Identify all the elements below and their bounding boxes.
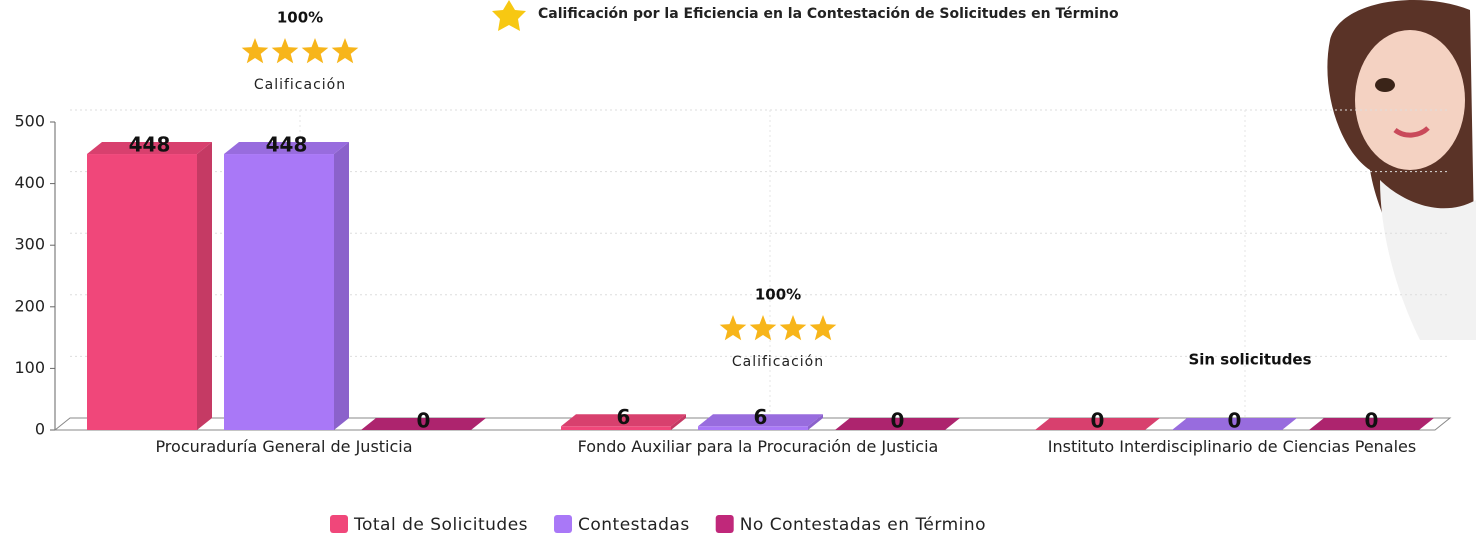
star (302, 38, 329, 63)
value-label: 448 (129, 133, 171, 157)
rating-label: Calificación (254, 77, 346, 93)
x-tick-label: Fondo Auxiliar para la Procuración de Ju… (538, 438, 978, 456)
y-tick-label: 200 (14, 296, 45, 315)
rating-percent: 100% (277, 9, 323, 27)
rating-text: Sin solicitudes (1188, 351, 1311, 369)
bar (224, 154, 334, 430)
value-label: 0 (1228, 409, 1242, 433)
value-label: 0 (1091, 409, 1105, 433)
title-star (492, 0, 526, 31)
star (720, 315, 747, 340)
star (332, 38, 359, 63)
page: Calificación por la Eficiencia en la Con… (0, 0, 1476, 535)
legend-label: Total de Solicitudes (353, 515, 528, 535)
rating-percent: 100% (755, 286, 801, 304)
value-label: 0 (1365, 409, 1379, 433)
y-tick-label: 300 (14, 235, 45, 254)
value-label: 0 (417, 409, 431, 433)
x-tick-label: Instituto Interdisciplinario de Ciencias… (1012, 438, 1452, 456)
avatar (1327, 0, 1476, 340)
bar (87, 154, 197, 430)
y-tick-label: 500 (14, 112, 45, 131)
legend-label: Contestadas (578, 515, 690, 535)
bar-side (197, 142, 212, 430)
star (780, 315, 807, 340)
legend-swatch (330, 515, 348, 533)
legend-swatch (716, 515, 734, 533)
legend-swatch (554, 515, 572, 533)
x-tick-label: Procuraduría General de Justicia (64, 438, 504, 456)
y-tick-label: 400 (14, 173, 45, 192)
rating-label: Calificación (732, 354, 824, 370)
y-tick-label: 0 (35, 420, 45, 439)
value-label: 6 (617, 405, 631, 429)
chart-title: Calificación por la Eficiencia en la Con… (538, 6, 1119, 22)
star (750, 315, 777, 340)
star (242, 38, 269, 63)
bar-side (334, 142, 349, 430)
star (810, 315, 837, 340)
y-tick-label: 100 (14, 358, 45, 377)
legend-label: No Contestadas en Término (740, 515, 986, 535)
value-label: 448 (266, 133, 308, 157)
value-label: 0 (891, 409, 905, 433)
star (272, 38, 299, 63)
value-label: 6 (754, 405, 768, 429)
